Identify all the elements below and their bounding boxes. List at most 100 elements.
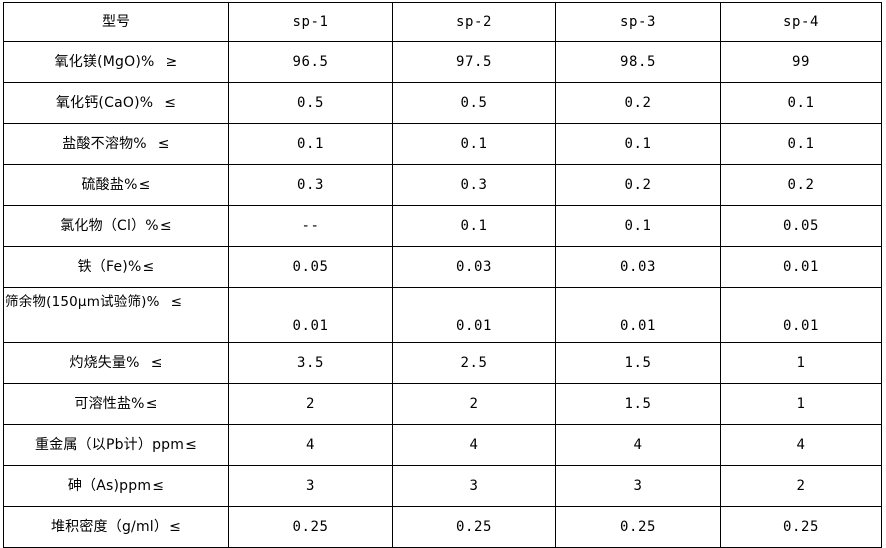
value-cell: 4 — [720, 424, 882, 466]
value-cell: 0.01 — [720, 287, 882, 343]
value-cell: 0.25 — [720, 506, 882, 548]
table-row: 硫酸盐%≤ 0.3 0.3 0.2 0.2 — [3, 164, 882, 206]
value-cell: 4 — [228, 424, 393, 466]
row-label-text: 铁（Fe)% — [77, 258, 142, 275]
value-cell: 96.5 — [228, 41, 393, 83]
row-label: 氯化物（Cl）%≤ — [60, 218, 172, 234]
value-cell: 0.1 — [392, 123, 556, 165]
row-label-cell: 砷（As)ppm≤ — [3, 465, 229, 507]
value-cell: 0.2 — [720, 164, 882, 206]
row-label: 堆积密度（g/ml）≤ — [51, 519, 181, 535]
value-cell: 3.5 — [228, 342, 393, 384]
comparison-operator: ≤ — [138, 176, 151, 193]
value-cell: 3 — [555, 465, 721, 507]
comparison-operator: ≤ — [152, 477, 165, 494]
row-label-text: 硫酸盐% — [81, 176, 138, 193]
table-row: 灼烧失量% ≤3.5 2.5 1.5 1 — [3, 342, 882, 384]
value-cell: 2 — [392, 383, 556, 425]
row-label: 重金属（以Pb计）ppm≤ — [35, 437, 197, 453]
row-label: 砷（As)ppm≤ — [68, 478, 164, 494]
value-cell: 0.1 — [555, 205, 721, 247]
table-row: 盐酸不溶物% ≤0.1 0.1 0.1 0.1 — [3, 123, 882, 165]
table-row: 筛余物(150μm试验筛)% ≤0.01 0.01 0.01 0.01 — [3, 287, 882, 343]
row-label: 氧化钙(CaO)% ≤ — [56, 95, 176, 111]
value-cell: 0.03 — [555, 246, 721, 288]
comparison-operator: ≤ — [170, 294, 183, 310]
comparison-operator: ≤ — [150, 354, 163, 371]
value-cell: 98.5 — [555, 41, 721, 83]
comparison-operator: ≤ — [185, 436, 198, 453]
value-cell: 0.3 — [228, 164, 393, 206]
row-label-cell: 氧化钙(CaO)% ≤ — [3, 82, 229, 124]
table-row: 氧化镁(MgO)% ≥ 96.5 97.5 98.5 99 — [3, 41, 882, 83]
column-header-sp-2: sp-2 — [392, 2, 556, 42]
comparison-operator: ≤ — [159, 217, 172, 234]
comparison-operator: ≤ — [142, 258, 155, 275]
row-label: 铁（Fe)%≤ — [78, 259, 155, 275]
value-cell: 0.25 — [228, 506, 393, 548]
value-cell: 0.03 — [392, 246, 556, 288]
row-label-cell: 灼烧失量% ≤ — [3, 342, 229, 384]
comparison-operator: ≤ — [169, 518, 182, 535]
row-label-text: 灼烧失量% — [69, 354, 140, 371]
row-label: 氧化镁(MgO)% ≥ — [55, 54, 178, 70]
row-label-cell: 盐酸不溶物% ≤ — [3, 123, 229, 165]
row-label-cell: 硫酸盐%≤ — [3, 164, 229, 206]
table-row: 堆积密度（g/ml）≤ 0.25 0.25 0.25 0.25 — [3, 506, 882, 548]
value-cell: 3 — [228, 465, 393, 507]
row-label-cell: 铁（Fe)%≤ — [3, 246, 229, 288]
value-cell: 0.01 — [720, 246, 882, 288]
row-label-cell: 重金属（以Pb计）ppm≤ — [3, 424, 229, 466]
table-row: 砷（As)ppm≤ 3 3 3 2 — [3, 465, 882, 507]
comparison-operator: ≤ — [145, 395, 158, 412]
value-cell: 0.5 — [392, 82, 556, 124]
row-label: 盐酸不溶物% ≤ — [62, 136, 169, 152]
value-cell: 4 — [555, 424, 721, 466]
comparison-operator: ≤ — [164, 94, 177, 111]
row-label-cell: 氧化镁(MgO)% ≥ — [3, 41, 229, 83]
row-label-text: 盐酸不溶物% — [62, 135, 147, 152]
value-cell: 1 — [720, 342, 882, 384]
value-cell: 2 — [228, 383, 393, 425]
value-cell: 0.01 — [392, 287, 556, 343]
value-cell: 97.5 — [392, 41, 556, 83]
value-cell: -- — [228, 205, 393, 247]
row-label: 灼烧失量% ≤ — [69, 355, 162, 371]
row-label: 硫酸盐%≤ — [81, 177, 150, 193]
row-label-cell: 筛余物(150μm试验筛)% ≤ — [3, 287, 229, 343]
column-header-sp-3: sp-3 — [555, 2, 721, 42]
row-label-text: 筛余物(150μm试验筛)% — [5, 294, 160, 310]
row-label-text: 氧化镁(MgO)% — [54, 53, 155, 70]
value-cell: 4 — [392, 424, 556, 466]
value-cell: 0.1 — [720, 123, 882, 165]
value-cell: 0.5 — [228, 82, 393, 124]
row-label-cell: 可溶性盐%≤ — [3, 383, 229, 425]
value-cell: 0.1 — [228, 123, 393, 165]
value-cell: 0.25 — [392, 506, 556, 548]
table-header-row: 型号 sp-1 sp-2 sp-3 sp-4 — [3, 2, 882, 42]
value-cell: 2.5 — [392, 342, 556, 384]
table-row: 重金属（以Pb计）ppm≤ 4 4 4 4 — [3, 424, 882, 466]
value-cell: 0.05 — [228, 246, 393, 288]
value-cell: 3 — [392, 465, 556, 507]
column-header-model: 型号 — [3, 2, 229, 42]
row-label-cell: 堆积密度（g/ml）≤ — [3, 506, 229, 548]
value-cell: 0.2 — [555, 164, 721, 206]
row-label-text: 砷（As)ppm — [67, 477, 152, 494]
row-label-text: 堆积密度（g/ml） — [50, 518, 169, 535]
table-row: 氧化钙(CaO)% ≤0.5 0.5 0.2 0.1 — [3, 82, 882, 124]
value-cell: 0.01 — [228, 287, 393, 343]
value-cell: 0.2 — [555, 82, 721, 124]
value-cell: 0.1 — [720, 82, 882, 124]
column-header-sp-4: sp-4 — [720, 2, 882, 42]
row-label: 可溶性盐%≤ — [74, 396, 157, 412]
row-label-text: 重金属（以Pb计）ppm — [34, 436, 185, 453]
value-cell: 1 — [720, 383, 882, 425]
value-cell: 0.05 — [720, 205, 882, 247]
value-cell: 0.1 — [392, 205, 556, 247]
value-cell: 99 — [720, 41, 882, 83]
value-cell: 0.01 — [555, 287, 721, 343]
comparison-operator: ≤ — [157, 135, 170, 152]
row-label-text: 可溶性盐% — [74, 395, 145, 412]
